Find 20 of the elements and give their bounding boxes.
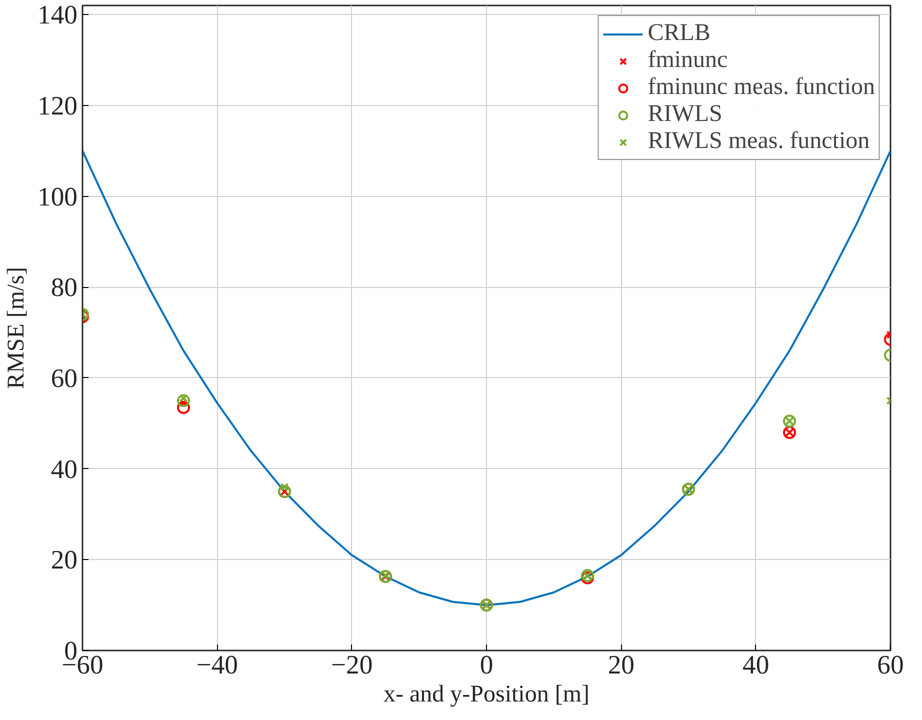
x-tick-label: 60 bbox=[877, 650, 904, 680]
legend-label: CRLB bbox=[648, 20, 710, 47]
x-tick-label: 0 bbox=[480, 650, 494, 680]
y-tick-label: 120 bbox=[38, 90, 78, 120]
y-tick-label: 100 bbox=[38, 181, 78, 212]
x-tick-label: −20 bbox=[330, 650, 373, 680]
x-tick-label: 40 bbox=[742, 650, 770, 680]
x-tick-label: −40 bbox=[196, 650, 238, 680]
y-tick-label: 60 bbox=[50, 362, 78, 393]
x-tick-label: 20 bbox=[608, 650, 634, 680]
legend-label: RIWLS bbox=[648, 101, 722, 128]
legend-label: fminunc bbox=[648, 47, 728, 74]
legend-label: RIWLS meas. function bbox=[648, 128, 870, 155]
y-tick-label: 80 bbox=[50, 272, 78, 302]
x-axis-title: x- and y-Position [m] bbox=[384, 682, 590, 708]
legend-label: fminunc meas. function bbox=[648, 74, 875, 101]
y-tick-label: 40 bbox=[50, 454, 78, 484]
y-tick-label: 140 bbox=[38, 0, 78, 30]
y-axis-title: RMSE [m/s] bbox=[4, 266, 30, 390]
y-tick-label: 20 bbox=[50, 544, 78, 575]
